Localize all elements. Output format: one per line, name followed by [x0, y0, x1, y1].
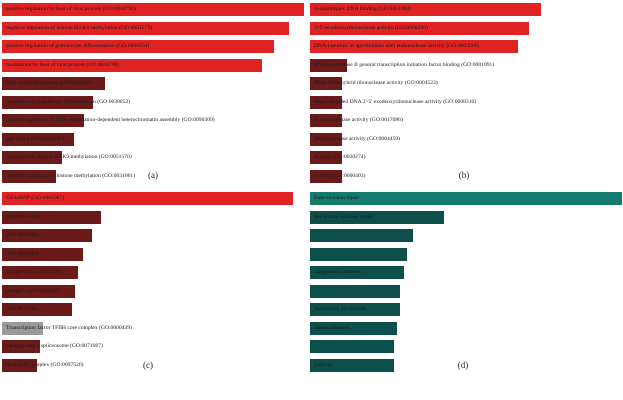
bar: [2, 321, 43, 335]
bar-label: aureus infection: [314, 324, 350, 331]
bar: [2, 247, 84, 261]
bar: [310, 266, 404, 279]
panel-b: G-quadruplex DNA binding (GO:0051880) 3'-…: [310, 3, 541, 188]
bar: [2, 303, 72, 316]
bar: [2, 21, 289, 35]
bar-label: U4 snRNP (GO:0005687): [6, 195, 65, 201]
panel-c: U4 snRNP (GO:0005687) (GO:0097504) (GO:009…: [2, 192, 293, 377]
bar-label: positive regulation of granulocyte diffe…: [6, 43, 150, 49]
bar-label: gap-filling (GO:0006287): [6, 135, 64, 142]
bar-label: complex (GO:0071339): [6, 269, 60, 275]
bar: [310, 21, 530, 35]
bar-label: binding (GO:0030274): [314, 154, 366, 160]
bar-label: monooxygenase activity (GO:0017086): [314, 117, 403, 123]
bar: [310, 192, 622, 205]
bar: [310, 58, 347, 72]
bar-label: (GO:0097486): [6, 232, 39, 238]
bar-label: complex (GO:0044665): [6, 287, 60, 294]
bar: [310, 77, 343, 90]
bar: [310, 284, 401, 298]
bar-label: regulation of granulocyte differentiatio…: [6, 98, 131, 105]
bar: [310, 151, 343, 164]
bar-label: coagulation cascades: [314, 269, 362, 275]
bar-label: fatty metabolic process (GO:0006631): [6, 80, 93, 86]
bar-label: pathway: [314, 361, 333, 368]
bar-label: G-quadruplex DNA binding (GO:0051880): [314, 6, 412, 12]
bar: [310, 303, 401, 316]
bar-label: positive regulation by host of viral pro…: [6, 6, 136, 12]
bar: [2, 192, 293, 205]
panel-label-a: (a): [148, 170, 158, 180]
bar-label: modulation by host of viral process (GO:…: [6, 61, 120, 68]
panel-label-c: (c): [143, 360, 153, 370]
bar-label: negative regulation of histone H3-K9 met…: [6, 24, 153, 31]
bar-label: RNA-DNA hybrid ribonuclease activity (GO…: [314, 80, 438, 86]
panel-a: positive regulation by host of viral pro…: [2, 3, 304, 188]
bar: [2, 266, 78, 279]
bar-label: tri-snRNP complex (GO:0097526): [6, 361, 84, 368]
bar: [2, 151, 63, 164]
bar-label: (GO:0097504): [6, 213, 39, 220]
bar-label: (GO:0005683): [6, 250, 39, 257]
bar: [310, 169, 343, 183]
bar-label: DNA-(apurinic or apyrimidinic site) endo…: [314, 43, 480, 49]
bar: [2, 340, 40, 353]
bar: [310, 95, 343, 109]
panel-label-b: (b): [458, 170, 470, 180]
bar: [310, 210, 445, 224]
bar: [2, 229, 93, 242]
bar-label: binding (GO:0000403): [314, 172, 366, 179]
bar-label: 3'-5'-exodeoxyribonuclease activity (GO:…: [314, 24, 428, 31]
bar: [2, 169, 57, 183]
bar-label: dehydrogenase activity (GO:0004459): [314, 135, 401, 142]
bar: [2, 284, 75, 298]
bar: [310, 358, 395, 372]
bar: [2, 95, 93, 109]
bar: [310, 229, 413, 242]
panel-d: Base excision repair Nucleotide excision …: [310, 192, 622, 377]
bar: [2, 3, 304, 16]
bar: [2, 77, 105, 90]
bar: [2, 58, 262, 72]
bar: [310, 114, 343, 127]
bar: [310, 321, 398, 335]
bar-label: (GO:0031906): [6, 306, 39, 312]
bar-label: Nucleotide excision repair: [314, 213, 374, 220]
bar: [310, 132, 343, 146]
bar: [310, 247, 407, 261]
bar: [2, 40, 274, 53]
bar: [2, 358, 37, 372]
bar-label: RNA polymerase II general transcription …: [314, 61, 495, 68]
bar-label: catalytic step 2 spliceosome (GO:0071007…: [6, 343, 103, 349]
bar: [310, 40, 518, 53]
bar: [2, 114, 84, 127]
bar-label: Base excision repair: [314, 195, 360, 201]
bar-label: negative regulation of histone methylati…: [6, 172, 136, 179]
bar-label: methionine metabolism: [314, 306, 367, 312]
bar: [310, 340, 395, 353]
bar: [2, 132, 75, 146]
bar: [310, 3, 541, 16]
bar: [2, 210, 101, 224]
panel-label-d: (d): [457, 360, 469, 370]
bar-label: Transcription factor TFIIH core complex …: [6, 324, 132, 331]
bar-label: single-stranded DNA 3'-5' exodeoxyribonu…: [314, 98, 477, 105]
bar-label: regulation of histone H3-K9 methylation …: [6, 154, 132, 160]
bar-label: positive regulation of DNA methylation-d…: [6, 117, 215, 123]
